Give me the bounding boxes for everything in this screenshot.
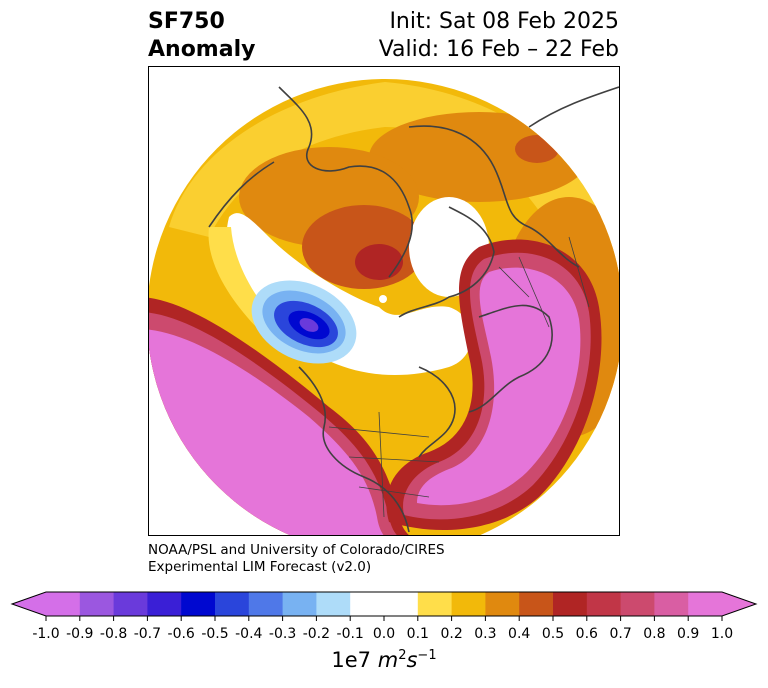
coast-northwest	[208, 161, 275, 228]
field-magenta-east	[417, 267, 581, 506]
coast-northeast	[528, 86, 619, 128]
field-white-dot	[379, 295, 387, 303]
colorbar-tick-label: -0.6	[167, 626, 195, 642]
colorbar-segment	[586, 592, 622, 616]
colorbar-tick-label: -0.9	[66, 626, 94, 642]
coast-siberia	[278, 86, 413, 278]
colorbar-tick-label: 0.4	[508, 626, 531, 642]
coast-greenland	[398, 206, 495, 318]
colorbar-segment	[79, 592, 115, 616]
colorbar-tick-label: 0.2	[440, 626, 463, 642]
colorbar-segment	[350, 592, 385, 616]
colorbar-unit-label: 1e7 m2s−1	[331, 648, 437, 672]
map-panel	[148, 66, 620, 536]
colorbar-segment	[215, 592, 250, 616]
colorbar-segment	[282, 592, 317, 616]
credit: NOAA/PSL and University of Colorado/CIRE…	[148, 542, 445, 576]
title-right: Init: Sat 08 Feb 2025 Valid: 16 Feb – 22…	[379, 8, 619, 64]
borders-eurasia	[498, 236, 590, 328]
borders	[328, 236, 590, 518]
colorbar-segment	[553, 592, 588, 616]
field-brown-patch	[515, 135, 559, 163]
anomaly-title: Anomaly	[148, 37, 256, 62]
colorbar-segment	[316, 592, 351, 616]
field-red-core	[355, 244, 403, 280]
coastlines	[208, 86, 619, 533]
field-orange-north	[369, 112, 589, 202]
colorbar-tick-label: 0.9	[677, 626, 700, 642]
colorbar-segment	[519, 592, 554, 616]
colorbar-tick-label: 0.1	[406, 626, 429, 642]
colorbar-tick-label: -0.2	[302, 626, 331, 642]
colorbar-tick-label: -0.8	[99, 626, 128, 642]
coast-north-america	[298, 366, 410, 533]
colorbar	[10, 591, 758, 621]
borders-na	[328, 411, 440, 518]
coast-europe	[468, 304, 553, 413]
colorbar-tick-label: -0.1	[336, 626, 364, 642]
colorbar-segment	[417, 592, 453, 616]
coast-arctic	[408, 125, 580, 268]
colorbar-under-arrow	[12, 592, 46, 616]
colorbar-tick-label: 0.3	[474, 626, 497, 642]
colorbar-tick-label: -0.5	[201, 626, 229, 642]
colorbar-segment	[485, 592, 520, 616]
credit-line-2: Experimental LIM Forecast (v2.0)	[148, 559, 372, 575]
colorbar-segment	[248, 592, 284, 616]
colorbar-segment	[688, 592, 723, 616]
colorbar-segment	[46, 592, 81, 616]
colorbar-over-arrow	[722, 592, 756, 616]
title-left: SF750 Anomaly	[148, 8, 255, 64]
colorbar-tick-label: -0.4	[235, 626, 263, 642]
colorbar-segment	[181, 592, 216, 616]
init-date: Init: Sat 08 Feb 2025	[389, 9, 619, 34]
colorbar-tick-label: 0.5	[541, 626, 565, 642]
colorbar-tick-label: 0.7	[609, 626, 632, 642]
colorbar-segment	[654, 592, 689, 616]
colorbar-tick-label: -0.7	[133, 626, 162, 642]
colorbar-segment	[384, 592, 419, 616]
field-purple-core	[299, 318, 319, 332]
variable-title: SF750	[148, 9, 225, 34]
anomaly-field	[149, 79, 619, 535]
colorbar-segment	[620, 592, 655, 616]
colorbar-tick-label: 0.8	[643, 626, 666, 642]
colorbar-tick-label: 1.0	[710, 626, 734, 642]
colorbar-tick-label: 0.0	[372, 626, 396, 642]
colorbar-segment	[451, 592, 486, 616]
coast-hudson	[418, 366, 456, 458]
valid-range: Valid: 16 Feb – 22 Feb	[378, 37, 619, 62]
colorbar-segment	[147, 592, 182, 616]
colorbar-segment	[113, 592, 148, 616]
anomaly-map	[149, 79, 619, 535]
colorbar-tick-labels: -1.0 -0.9 -0.8 -0.7 -0.6 -0.5 -0.4 -0.3 -0.2 -0.1…	[0, 626, 768, 646]
colorbar-tick-label: 0.6	[575, 626, 598, 642]
colorbar-tick-label: -1.0	[32, 626, 60, 642]
credit-line-1: NOAA/PSL and University of Colorado/CIRE…	[148, 542, 445, 558]
colorbar-tick-label: -0.3	[268, 626, 297, 642]
